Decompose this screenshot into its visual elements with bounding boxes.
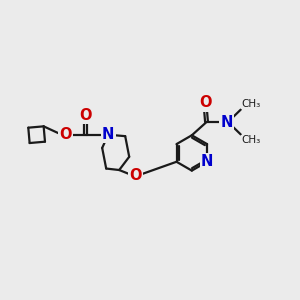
Text: O: O — [80, 108, 92, 123]
Text: N: N — [102, 127, 114, 142]
Text: O: O — [129, 168, 142, 183]
Text: CH₃: CH₃ — [242, 99, 261, 109]
Text: O: O — [59, 127, 71, 142]
Text: N: N — [201, 154, 213, 169]
Text: O: O — [199, 95, 211, 110]
Text: CH₃: CH₃ — [242, 135, 261, 145]
Text: N: N — [220, 115, 233, 130]
